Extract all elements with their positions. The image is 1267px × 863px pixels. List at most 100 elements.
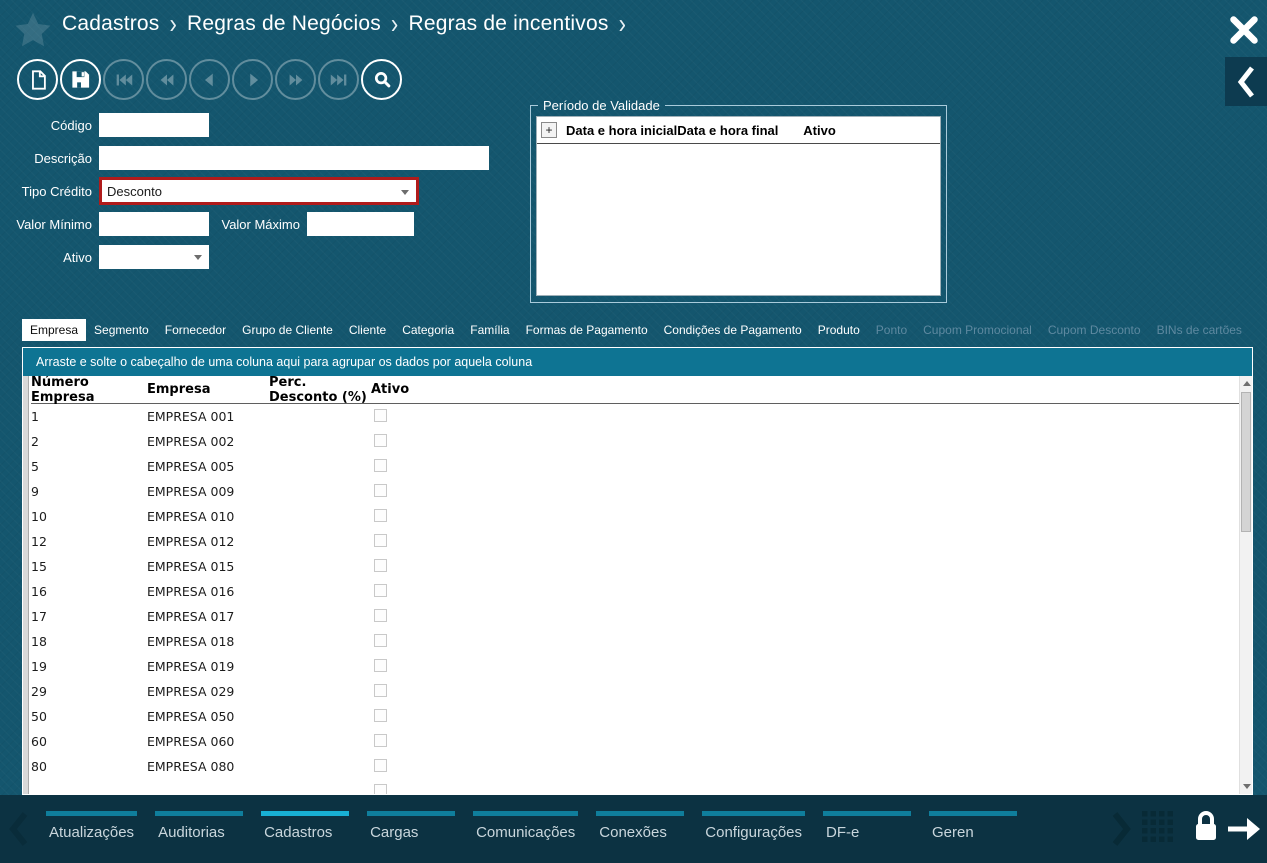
numero-empresa-cell: 9 (31, 484, 39, 499)
module-menu-item[interactable]: Conexões (596, 811, 685, 863)
codigo-field[interactable] (99, 113, 209, 137)
ativo-checkbox[interactable] (374, 508, 387, 522)
module-menu-item[interactable]: Comunicações (473, 811, 579, 863)
table-row[interactable]: 19 EMPRESA 019 (31, 654, 1252, 679)
ativo-checkbox[interactable] (374, 483, 387, 497)
menu-item-label: Comunicações (476, 824, 576, 841)
scroll-up-icon[interactable] (1243, 381, 1251, 386)
table-row[interactable]: 60 EMPRESA 060 (31, 729, 1252, 754)
numero-empresa-cell: 50 (31, 709, 47, 724)
ativo-checkbox[interactable] (374, 708, 387, 722)
app-grid-icon[interactable] (1142, 811, 1174, 843)
tab[interactable]: Ponto (875, 323, 908, 337)
table-row[interactable]: 29 EMPRESA 029 (31, 679, 1252, 704)
column-header[interactable]: Perc. Desconto (%) (269, 376, 367, 405)
valor-maximo-field[interactable] (307, 212, 414, 236)
close-icon[interactable] (1227, 13, 1261, 47)
ativo-checkbox[interactable] (374, 458, 387, 472)
tab[interactable]: Família (470, 323, 510, 337)
table-row[interactable]: 18 EMPRESA 018 (31, 629, 1252, 654)
menu-scroll-left-icon[interactable] (6, 810, 30, 848)
ativo-checkbox[interactable] (374, 408, 387, 422)
tab[interactable]: Formas de Pagamento (525, 323, 648, 337)
ativo-checkbox[interactable] (374, 633, 387, 647)
column-header[interactable]: Número Empresa (31, 376, 95, 405)
tab[interactable]: Empresa (22, 319, 87, 341)
tab[interactable]: Categoria (402, 323, 455, 337)
add-period-button[interactable]: + (541, 122, 557, 138)
periodo-column-header[interactable]: Data e hora inicial (566, 122, 678, 138)
search-icon[interactable] (361, 59, 402, 100)
tab[interactable]: BINs de cartões (1156, 323, 1242, 337)
save-icon[interactable] (60, 59, 101, 100)
column-header[interactable]: Ativo (371, 382, 410, 397)
tab[interactable]: Cliente (348, 323, 387, 337)
tab[interactable]: Grupo de Cliente (242, 323, 333, 337)
table-row[interactable]: 12 EMPRESA 012 (31, 529, 1252, 554)
breadcrumb-item[interactable]: Regras de incentivos (408, 12, 609, 35)
menu-item-accent-bar (367, 811, 456, 816)
column-header[interactable]: Empresa (147, 382, 211, 397)
lock-icon[interactable] (1191, 808, 1221, 846)
module-menu-item[interactable]: Atualizações (46, 811, 138, 863)
empresa-cell: EMPRESA 010 (147, 509, 235, 524)
collapse-panel-button[interactable] (1225, 57, 1267, 106)
ativo-checkbox[interactable] (374, 533, 387, 547)
table-row[interactable]: 9 EMPRESA 009 (31, 479, 1252, 504)
fast-backward-icon[interactable] (146, 59, 187, 100)
ativo-checkbox[interactable] (374, 758, 387, 772)
ativo-checkbox[interactable] (374, 433, 387, 447)
next-record-icon[interactable] (232, 59, 273, 100)
breadcrumb-item[interactable]: Regras de Negócios (187, 12, 381, 35)
descricao-field[interactable] (99, 146, 489, 170)
last-record-icon[interactable] (318, 59, 359, 100)
new-record-icon[interactable] (17, 59, 58, 100)
ativo-select[interactable] (99, 245, 209, 269)
vertical-scrollbar[interactable] (1239, 376, 1252, 794)
table-row[interactable]: 10 EMPRESA 010 (31, 504, 1252, 529)
ativo-checkbox[interactable] (374, 558, 387, 572)
ativo-checkbox[interactable] (374, 683, 387, 697)
table-row[interactable]: 16 EMPRESA 016 (31, 579, 1252, 604)
table-row[interactable]: 1 EMPRESA 001 (31, 404, 1252, 429)
table-row[interactable]: 50 EMPRESA 050 (31, 704, 1252, 729)
module-menu-item[interactable]: Auditorias (155, 811, 244, 863)
tab[interactable]: Produto (817, 323, 860, 337)
tab[interactable]: Condições de Pagamento (663, 323, 802, 337)
ativo-checkbox[interactable] (374, 658, 387, 672)
fast-forward-icon[interactable] (275, 59, 316, 100)
tab[interactable]: Cupom Promocional (923, 323, 1032, 337)
table-row[interactable] (31, 779, 1252, 794)
periodo-column-header[interactable]: Ativo (803, 122, 836, 138)
menu-item-label: Conexões (599, 824, 667, 841)
ativo-checkbox[interactable] (374, 608, 387, 622)
module-menu-item[interactable]: Cadastros (261, 811, 350, 863)
tipo-credito-select[interactable]: Desconto (99, 177, 419, 205)
arrow-right-icon[interactable] (1226, 814, 1262, 844)
module-menu-item[interactable]: Configurações (702, 811, 806, 863)
valor-minimo-field[interactable] (99, 212, 209, 236)
module-menu-item[interactable]: Cargas (367, 811, 456, 863)
ativo-checkbox[interactable] (374, 583, 387, 597)
tab[interactable]: Segmento (94, 323, 149, 337)
table-row[interactable]: 15 EMPRESA 015 (31, 554, 1252, 579)
menu-scroll-right-icon[interactable] (1110, 810, 1134, 848)
ativo-checkbox[interactable] (374, 733, 387, 747)
table-row[interactable]: 2 EMPRESA 002 (31, 429, 1252, 454)
tab[interactable]: Cupom Desconto (1047, 323, 1141, 337)
group-by-hint-bar[interactable]: Arraste e solte o cabeçalho de uma colun… (23, 348, 1252, 376)
table-row[interactable]: 80 EMPRESA 080 (31, 754, 1252, 779)
table-row[interactable]: 17 EMPRESA 017 (31, 604, 1252, 629)
table-row[interactable]: 5 EMPRESA 005 (31, 454, 1252, 479)
first-record-icon[interactable] (103, 59, 144, 100)
scrollbar-thumb[interactable] (1241, 392, 1251, 532)
module-menu-item[interactable]: DF-e (823, 811, 912, 863)
module-menu-item[interactable]: Geren (929, 811, 1018, 863)
tab[interactable]: Fornecedor (164, 323, 227, 337)
previous-record-icon[interactable] (189, 59, 230, 100)
breadcrumb-item[interactable]: Cadastros (62, 12, 160, 35)
ativo-cell (371, 483, 1252, 500)
periodo-column-header[interactable]: Data e hora final (677, 122, 779, 138)
ativo-checkbox[interactable] (374, 783, 387, 794)
scroll-down-icon[interactable] (1243, 784, 1251, 789)
